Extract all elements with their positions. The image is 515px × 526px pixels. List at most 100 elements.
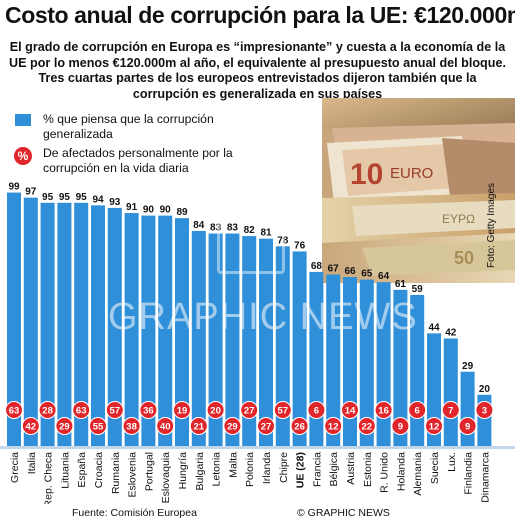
bar-value-label: 97 <box>25 187 37 198</box>
bar-value-label: 89 <box>176 207 188 218</box>
photo-credit: Foto: Getty Images <box>486 182 497 268</box>
affected-value-label: 29 <box>227 422 238 433</box>
category-label: Bélgica <box>328 452 340 487</box>
bar <box>158 215 173 446</box>
affected-value-label: 7 <box>448 406 453 417</box>
bar <box>57 202 72 446</box>
svg-text:50: 50 <box>454 248 474 268</box>
affected-value-label: 57 <box>278 406 289 417</box>
category-label: Austria <box>345 452 357 485</box>
affected-circle <box>105 401 124 419</box>
bar <box>259 238 273 446</box>
legend-bar-label: % que piensa que la corrupción generaliz… <box>43 112 214 141</box>
publisher-credit: © GRAPHIC NEWS <box>297 507 390 519</box>
affected-circle <box>189 417 208 435</box>
bar <box>7 192 21 446</box>
affected-circle <box>341 401 359 419</box>
affected-value-label: 57 <box>110 406 121 417</box>
affected-value-label: 28 <box>42 406 53 417</box>
affected-circle <box>458 417 477 435</box>
chart-baseline <box>0 446 515 449</box>
affected-circle <box>223 417 242 435</box>
category-label: Polonia <box>244 452 256 487</box>
bar-value-label: 99 <box>8 182 20 193</box>
affected-circle <box>38 401 57 419</box>
affected-circle <box>206 401 225 419</box>
affected-value-label: 27 <box>244 406 255 417</box>
source-note: Fuente: Comisión Europea <box>72 507 197 519</box>
bar-value-label: 61 <box>395 279 407 290</box>
affected-value-label: 12 <box>328 422 339 433</box>
watermark-logo-frame <box>217 206 285 274</box>
affected-circle <box>5 401 23 419</box>
affected-value-label: 26 <box>294 422 305 433</box>
category-label: Francia <box>311 452 323 487</box>
bar-value-label: 81 <box>260 228 272 239</box>
bar <box>141 215 156 446</box>
bar <box>124 213 139 446</box>
bar-value-label: 42 <box>445 327 457 338</box>
affected-value-label: 6 <box>415 406 420 417</box>
bar <box>91 205 105 446</box>
category-label: Eslovaquia <box>160 452 172 504</box>
affected-circle <box>55 417 74 435</box>
bar <box>208 233 223 446</box>
bar-value-label: 95 <box>59 192 71 203</box>
bar <box>107 207 122 446</box>
affected-circle <box>122 417 141 435</box>
bar <box>175 218 189 446</box>
affected-value-label: 14 <box>345 406 356 417</box>
category-label: Portugal <box>143 452 155 491</box>
category-label: Suecia <box>429 452 441 484</box>
affected-value-label: 19 <box>177 406 188 417</box>
bar <box>326 274 341 446</box>
svg-text:EYPΩ: EYPΩ <box>442 212 475 226</box>
affected-circle <box>324 417 343 435</box>
bar <box>40 202 55 446</box>
bar <box>443 338 458 446</box>
bar-value-label: 66 <box>344 266 356 277</box>
category-label: Italia <box>26 452 38 474</box>
legend-bar-swatch <box>15 114 31 126</box>
bar-value-label: 90 <box>143 205 155 216</box>
category-label: Lux. <box>446 452 458 472</box>
bar-value-label: 59 <box>412 284 424 295</box>
bar <box>74 202 89 446</box>
affected-value-label: 55 <box>93 422 104 433</box>
watermark: GRAPHIC NEWS <box>108 296 418 338</box>
category-label: Dinamarca <box>479 452 491 503</box>
category-label: Croacia <box>93 452 105 488</box>
affected-value-label: 38 <box>126 422 137 433</box>
affected-value-label: 42 <box>26 422 37 433</box>
affected-value-label: 6 <box>314 406 319 417</box>
affected-circle <box>156 417 175 435</box>
affected-value-label: 36 <box>143 406 154 417</box>
bar-value-label: 93 <box>109 197 121 208</box>
legend-circle-marker: % <box>14 147 32 165</box>
affected-value-label: 63 <box>76 406 87 417</box>
affected-value-label: 16 <box>378 406 389 417</box>
bar-value-label: 95 <box>76 192 88 203</box>
bar-value-label: 83 <box>210 223 222 234</box>
svg-text:10: 10 <box>350 158 383 191</box>
bar-value-label: 29 <box>462 361 474 372</box>
bar <box>292 251 307 446</box>
bar <box>359 279 374 446</box>
affected-circle <box>173 401 191 419</box>
category-label: Letonia <box>211 452 223 487</box>
bar <box>191 230 206 446</box>
bar <box>393 289 408 446</box>
affected-value-label: 22 <box>362 422 373 433</box>
affected-value-label: 3 <box>482 406 487 417</box>
affected-value-label: 63 <box>9 406 20 417</box>
bar <box>275 246 290 446</box>
category-label: Lituania <box>59 452 71 489</box>
bar-value-label: 44 <box>428 322 440 333</box>
euro-banknotes-photo: 10 EURO EYPΩ 50 <box>322 98 515 283</box>
affected-value-label: 40 <box>160 422 171 433</box>
category-label: UE (28) <box>295 452 307 488</box>
bar <box>23 197 38 446</box>
legend-circle-label: De afectados personalmente por la corrup… <box>43 146 233 175</box>
